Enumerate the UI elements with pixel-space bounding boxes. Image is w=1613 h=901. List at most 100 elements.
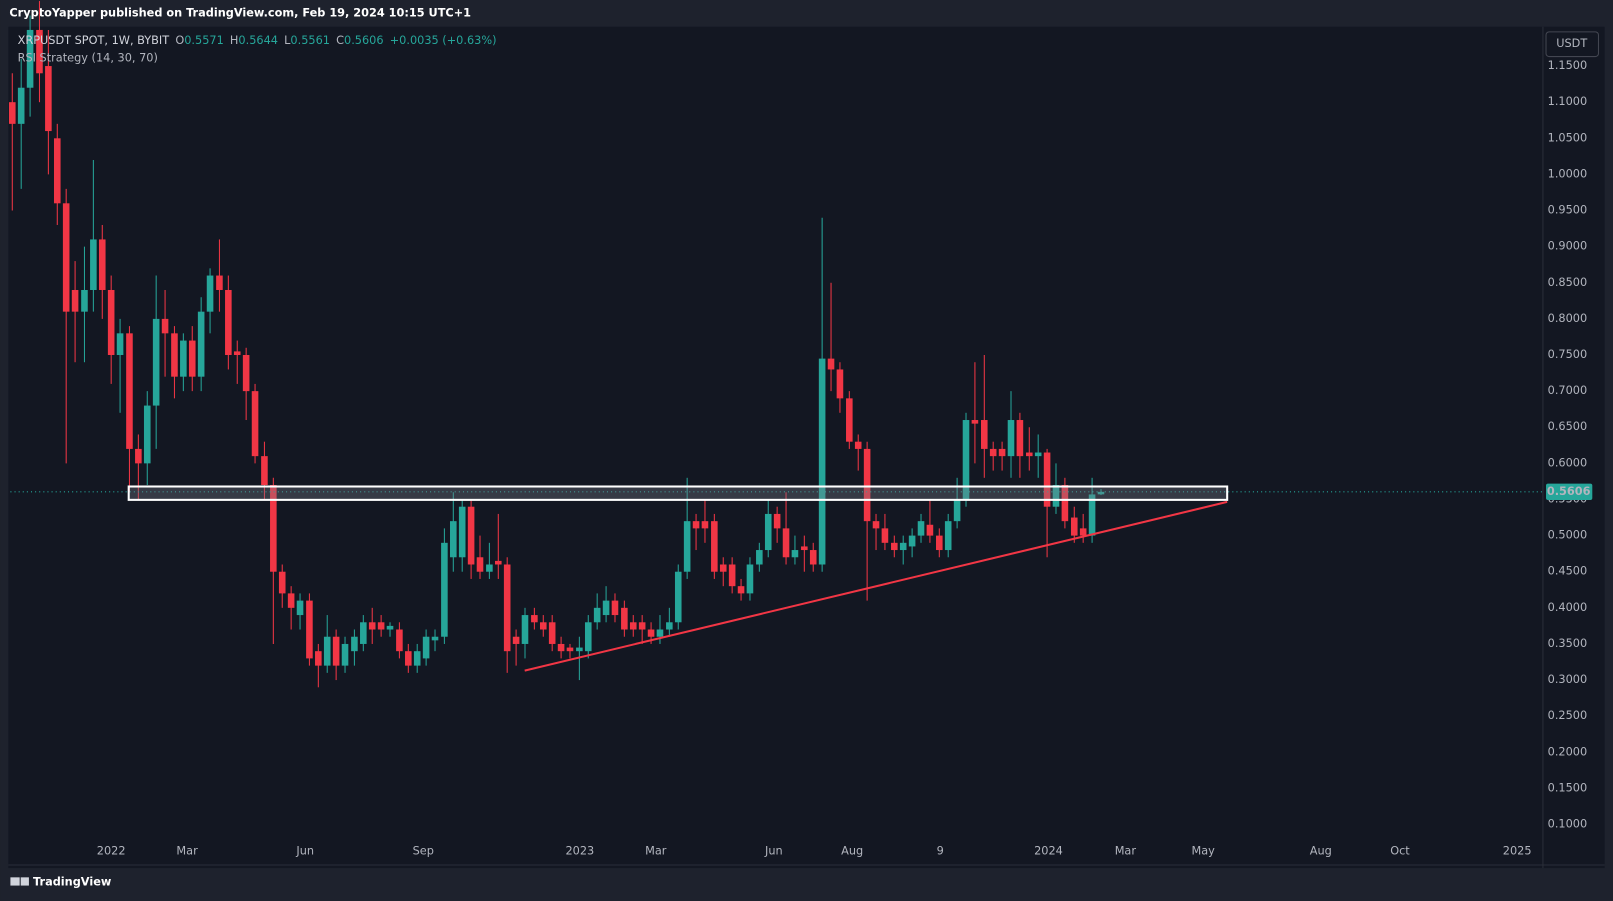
candle-body	[486, 564, 493, 572]
candle-body	[233, 351, 241, 356]
candle-body	[936, 535, 943, 551]
candle-body	[476, 557, 484, 572]
open-value: 0.5571	[184, 34, 224, 47]
y-tick-label: 0.2500	[1548, 709, 1588, 722]
x-tick-label: Oct	[1390, 845, 1410, 858]
candle-body	[782, 528, 790, 558]
candle-body	[278, 571, 286, 594]
candle-body	[197, 311, 205, 377]
candle-body	[396, 629, 403, 652]
candle-body	[1070, 517, 1078, 536]
candle-body	[8, 102, 16, 124]
candle-body	[188, 340, 196, 377]
x-tick-label: May	[1191, 845, 1215, 858]
support-zone	[127, 485, 1229, 501]
candle-body	[1007, 420, 1015, 457]
y-tick-label: 0.6500	[1548, 420, 1588, 433]
candle-body	[891, 542, 898, 551]
x-tick-label: 2023	[565, 845, 594, 858]
candle-body	[90, 239, 97, 290]
candle-body	[422, 636, 430, 659]
currency[interactable]: USDT	[1556, 37, 1587, 50]
x-tick-label: Mar	[1115, 845, 1137, 858]
candle-body	[576, 647, 583, 652]
plot-background	[8, 26, 1605, 869]
footer-brand: TradingView	[33, 875, 112, 888]
ohlc-letter: O	[175, 34, 184, 47]
candle-body	[287, 593, 295, 608]
candle-body	[216, 275, 223, 290]
y-tick-label: 0.1500	[1548, 781, 1588, 794]
ohlc-letter: C	[336, 34, 344, 47]
candle-body	[1034, 452, 1042, 457]
candle-body	[1088, 494, 1096, 536]
low-value: 0.5561	[290, 34, 330, 47]
candle-body	[26, 29, 34, 88]
y-tick-label: 0.7500	[1548, 348, 1588, 361]
candle-body	[494, 560, 502, 565]
candle-body	[836, 369, 844, 399]
candle-body	[666, 622, 673, 630]
candle-body	[962, 420, 970, 500]
ohlc-letter: L	[284, 34, 291, 47]
candle-body	[360, 622, 367, 644]
candle-body	[846, 398, 853, 442]
candle-body	[431, 636, 439, 641]
candle-body	[998, 448, 1006, 457]
candle-body	[161, 318, 169, 334]
candle-body	[377, 622, 385, 630]
candle-body	[242, 355, 250, 392]
candle-body	[98, 239, 106, 290]
candle-body	[719, 564, 727, 572]
candle-body	[521, 615, 529, 644]
candle-body	[899, 542, 907, 551]
high-value: 0.5644	[238, 34, 278, 47]
candle-body	[1097, 491, 1105, 495]
candle-body	[296, 600, 304, 616]
candle-body	[971, 420, 979, 424]
candle-body	[711, 521, 718, 572]
candle-body	[629, 622, 637, 630]
x-tick-label: Aug	[841, 845, 863, 858]
y-tick-label: 1.1500	[1548, 59, 1588, 72]
candle-body	[863, 448, 871, 522]
candle-body	[611, 600, 619, 616]
close-value: 0.5606	[344, 34, 384, 47]
x-tick-label: 2025	[1503, 845, 1532, 858]
candle-body	[809, 550, 817, 565]
candle-body	[405, 651, 412, 666]
candle-body	[674, 571, 682, 623]
candle-body	[926, 524, 934, 536]
trend-line	[524, 500, 1228, 672]
candle-body	[557, 643, 565, 652]
x-tick-label: Mar	[176, 845, 198, 858]
candle-body	[512, 636, 520, 644]
candle-body	[539, 622, 547, 630]
candle-body	[450, 521, 457, 558]
y-tick-label: 0.5000	[1548, 529, 1588, 542]
candle-body	[143, 405, 151, 464]
candle-body	[467, 506, 475, 565]
candle-body	[152, 318, 160, 406]
candle-body	[503, 564, 511, 652]
candle-body	[756, 550, 763, 565]
candle-body	[728, 564, 736, 587]
y-tick-label: 0.9500	[1548, 204, 1588, 217]
currency-button[interactable]	[1545, 31, 1599, 58]
publisher: CryptoYapper published on TradingView.co…	[9, 6, 471, 19]
candle-body	[135, 448, 142, 464]
candle-body	[737, 586, 745, 594]
candle-body	[917, 521, 925, 536]
x-tick-label: Jun	[764, 845, 783, 858]
candle-body	[908, 535, 916, 547]
y-tick-label: 0.4500	[1548, 565, 1588, 578]
candle-body	[944, 521, 952, 551]
x-tick-label: 2024	[1034, 845, 1063, 858]
last-price-box	[1546, 483, 1593, 501]
candle-body	[593, 607, 601, 623]
candle-body	[818, 358, 826, 565]
candle-body	[368, 622, 376, 630]
candle-body	[683, 521, 691, 572]
candle-body	[872, 521, 880, 529]
